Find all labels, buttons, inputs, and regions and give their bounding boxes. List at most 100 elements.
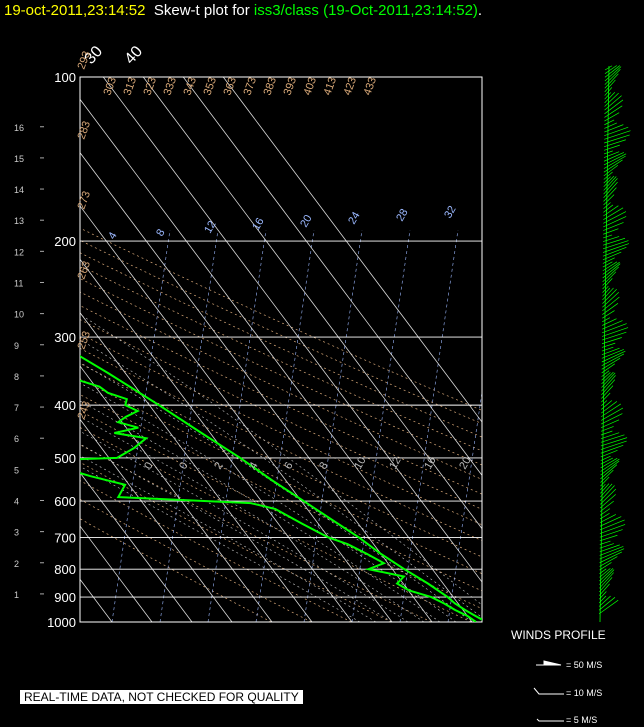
wind-barb <box>601 379 616 396</box>
wind-key-10-symbol <box>533 687 564 695</box>
isotherm <box>182 77 482 477</box>
wind-barb <box>599 543 614 549</box>
wind-barb <box>604 99 624 115</box>
isotherm <box>80 472 193 622</box>
dry-adiabat <box>80 333 482 526</box>
wind-barb <box>602 263 621 279</box>
wind-barb <box>603 176 617 191</box>
wind-barb <box>600 437 628 447</box>
wind-barb <box>601 363 616 374</box>
wind-barb <box>602 271 617 286</box>
moist-adiabat-label: 0 <box>177 460 190 471</box>
wind-barb <box>601 347 620 356</box>
isotherm <box>222 77 482 423</box>
wind-barb <box>600 419 620 429</box>
mixing-ratio-label: 24 <box>346 210 363 227</box>
title-station: iss3/class <box>253 2 319 19</box>
wind-barb <box>601 346 614 352</box>
dry-adiabat <box>80 427 472 622</box>
wind-barb <box>601 371 614 385</box>
dry-adiabat <box>80 227 482 411</box>
pressure-label: 600 <box>54 494 76 509</box>
dry-adiabat <box>80 239 482 424</box>
wind-barb <box>602 287 614 301</box>
wind-barb <box>600 483 613 498</box>
isotherm <box>102 77 482 583</box>
wind-barb <box>600 455 611 461</box>
isotherm <box>80 205 393 622</box>
wind-barb <box>604 66 622 82</box>
height-label: 12 <box>14 247 24 257</box>
wind-barb <box>604 87 613 96</box>
wind-barb <box>603 234 613 239</box>
isotherm <box>80 418 233 622</box>
wind-key-10: = 10 M/S <box>566 688 603 698</box>
wind-barb <box>601 370 610 377</box>
wind-barb <box>599 524 626 534</box>
theta-label: 263 <box>76 260 94 281</box>
wind-barb <box>604 92 619 107</box>
wind-barb <box>602 246 627 257</box>
theta-label: 373 <box>242 76 260 97</box>
theta-label: 323 <box>142 76 160 97</box>
wind-barb <box>600 457 613 465</box>
wind-barb <box>603 204 614 213</box>
theta-label: 243 <box>76 400 94 421</box>
wind-barb <box>603 176 611 184</box>
wind-barb <box>599 568 614 582</box>
title-run: (19-Oct-2011,23:14:52) <box>323 2 478 19</box>
pressure-label: 1000 <box>47 615 76 630</box>
theta-label: 363 <box>222 76 240 97</box>
wind-barb <box>604 68 621 85</box>
mixing-ratio-label: 16 <box>250 216 267 233</box>
wind-barb <box>598 595 607 604</box>
wind-barb <box>601 401 618 414</box>
wind-key-50-symbol <box>536 660 562 666</box>
theta-label: 313 <box>122 76 140 97</box>
chart-title: 19-oct-2011,23:14:52 Skew-t plot for iss… <box>4 2 482 19</box>
pressure-label: 700 <box>54 531 76 546</box>
pressure-label: 100 <box>54 70 76 85</box>
wind-barb <box>603 155 626 169</box>
dry-adiabat <box>80 348 482 542</box>
wind-barb <box>599 551 623 564</box>
dry-adiabat <box>80 291 482 480</box>
wind-barb <box>604 79 616 93</box>
wind-barb <box>602 288 617 304</box>
wind-barb <box>602 317 611 323</box>
height-label: 15 <box>14 154 24 164</box>
wind-barb <box>601 349 624 359</box>
wind-barb <box>604 124 624 133</box>
moist-adiabat <box>80 339 482 618</box>
moist-adiabat-label: 4 <box>247 460 260 471</box>
dry-adiabat <box>80 480 352 622</box>
wind-barb <box>603 205 619 217</box>
wind-barb <box>604 139 626 147</box>
wind-barb <box>604 65 613 71</box>
wind-barb <box>600 430 613 436</box>
mixing-ratio-label: 4 <box>106 230 119 241</box>
wind-barb <box>599 540 611 545</box>
wind-barb <box>602 303 619 315</box>
wind-barb <box>598 597 616 611</box>
wind-barb <box>600 483 610 494</box>
theta-label: 423 <box>342 76 360 97</box>
height-label: 5 <box>14 465 19 475</box>
dry-adiabats <box>80 227 482 622</box>
sounding-traces <box>80 355 482 622</box>
pressure-label: 300 <box>54 330 76 345</box>
wind-barb <box>602 257 615 264</box>
wind-barb <box>600 413 623 425</box>
wind-barb <box>599 516 622 527</box>
wind-barb <box>603 207 624 220</box>
wind-barb <box>603 216 627 228</box>
wind-barb <box>604 112 620 122</box>
theta-label: 333 <box>162 76 180 97</box>
mixing-ratio-label: 20 <box>298 213 315 230</box>
height-label: 9 <box>14 341 19 351</box>
moist-adiabat-label: 6 <box>282 460 295 471</box>
wind-barb <box>604 144 620 151</box>
height-label: 6 <box>14 434 19 444</box>
wind-barb <box>604 134 630 144</box>
